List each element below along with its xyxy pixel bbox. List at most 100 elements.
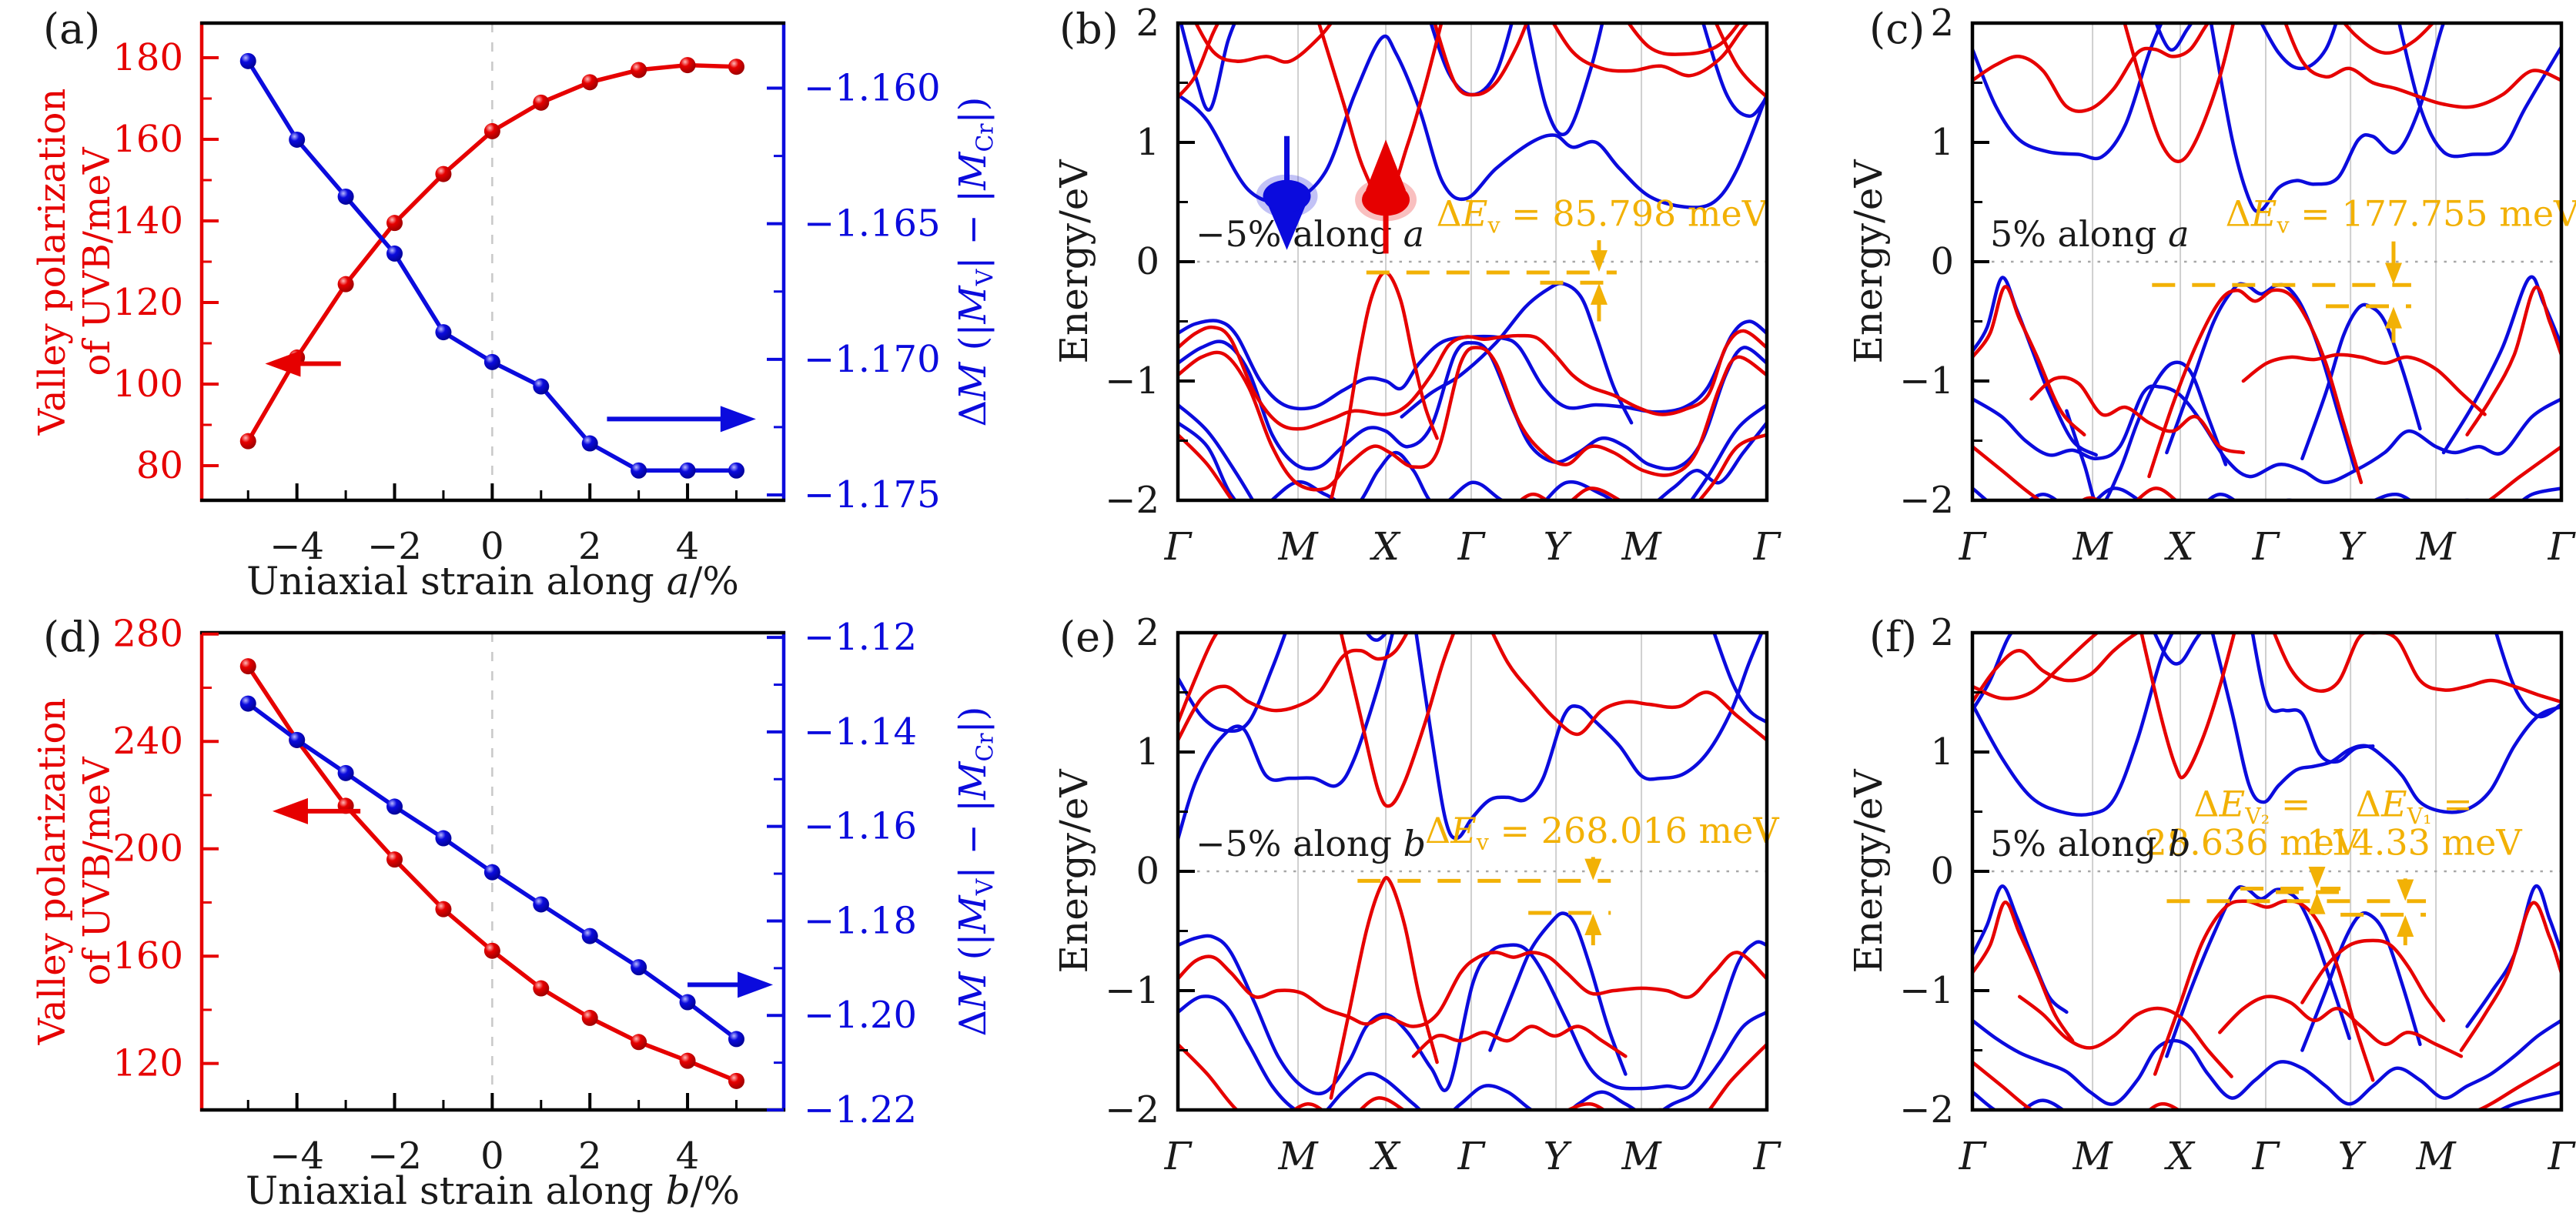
band-blue [1972,486,2561,500]
left-axis-title-line1: Valley polarization [31,89,74,436]
left-tick-label: 160 [112,934,183,978]
panel-c: ΔEv = 177.755 meV 5% along a 2 1 0 −1 −2 Energy… [1846,2,2576,569]
band-blue [1364,633,1388,642]
spin-up-arrow-head [1366,139,1407,191]
energy-axis-title: Energy/eV [1052,159,1096,364]
k-point-label: M [1277,524,1319,569]
band-red [1178,346,1767,492]
data-point-valley-polarization-a [631,62,647,79]
band-red [1178,325,1767,431]
energy-tick-label: −2 [1899,479,1954,522]
band-red [1329,876,1439,1100]
spin-down-arrow-head [1266,202,1307,250]
energy-axis-title: Energy/eV [1846,159,1891,364]
energy-tick-label: 1 [1930,730,1954,774]
k-point-label: M [2415,524,2457,569]
left-tick-label: 160 [112,118,183,161]
k-point-label: M [2072,1134,2113,1178]
k-point-label: M [2072,524,2113,569]
k-point-label: Γ [1457,524,1487,569]
k-point-label: Γ [2252,1134,2281,1178]
right-axis-title: ΔM (|MV| − |MCr|) [952,97,999,427]
spin-marker-ellipse [1362,183,1410,216]
left-tick-label: 200 [112,827,183,871]
k-point-label: Y [2338,524,2367,569]
band-blue [2209,23,2446,213]
gap-arrow-head [2397,915,2414,938]
left-tick-label: 100 [112,363,183,406]
energy-tick-label: 1 [1136,730,1159,774]
gap-arrow-head [2308,892,2326,914]
data-point-delta-m-b [581,928,598,944]
bands-c [1972,23,2561,500]
blue-axis-arrow-head [720,406,756,433]
band-red [1178,951,1767,1028]
band-red [1490,633,1767,742]
band-blue [2165,282,2357,473]
right-tick-label: −1.170 [804,338,941,381]
band-blue [1525,23,1604,136]
gap-arrow-head [1590,282,1607,305]
right-tick-label: −1.175 [804,473,941,516]
left-tick-label: 120 [112,281,183,324]
data-point-valley-polarization-a [239,433,256,450]
gap-arrow-head [1584,914,1602,936]
data-point-valley-polarization-a [533,94,550,111]
band-blue [1488,911,1628,1076]
gap-annotation: ΔEv = 85.798 meV [1437,193,1768,239]
x-tick-label: 0 [480,1135,504,1178]
left-tick-label: 80 [136,444,183,487]
k-point-label: X [1369,1134,1401,1178]
right-tick-label: −1.18 [804,899,917,942]
band-blue [1178,421,1767,500]
band-red [2459,901,2561,1052]
band-blue [1972,384,2561,485]
gap-arrow-head [1584,858,1602,881]
data-point-valley-polarization-a [581,74,598,91]
band-red [2283,23,2561,109]
data-point-delta-m-a [728,462,744,479]
k-point-label: Y [1544,1134,1572,1178]
x-tick-label: 4 [676,525,700,568]
strain-label: 5% along a [1990,213,2190,255]
k-point-label: Γ [2252,524,2281,569]
data-point-delta-m-a [483,353,500,370]
band-red [1178,633,1219,724]
panel-letter-c: (c) [1869,5,1925,53]
right-tick-label: −1.14 [804,710,917,754]
bands-f [1972,633,2561,1110]
data-point-delta-m-a [386,245,403,262]
band-red [2241,353,2487,416]
data-point-valley-polarization-a [728,58,744,75]
gap-arrow-head [1590,250,1607,272]
data-point-delta-m-a [239,52,256,69]
band-red [1714,23,1767,99]
k-point-label: Γ [1164,1134,1193,1178]
energy-axis-title: Energy/eV [1052,769,1096,974]
energy-tick-label: 1 [1930,121,1954,164]
band-blue [1179,23,1237,112]
data-point-delta-m-b [289,731,306,748]
panel-letter-b: (b) [1059,5,1119,53]
data-point-delta-m-b [435,830,452,847]
gap-annotation: ΔEv = 177.755 meV [2226,193,2576,239]
strain-label: −5% along b [1196,823,1426,864]
energy-tick-label: −2 [1899,1088,1954,1131]
band-red [1972,633,2100,700]
band-red [2218,994,2464,1058]
energy-tick-label: 1 [1136,121,1159,164]
k-point-label: Y [1544,524,1572,569]
data-point-delta-m-b [337,764,354,781]
panel-a: 180 160 140 120 100 80 −1.160 −1.165 −1.170 −1.17… [31,5,999,603]
band-red [2272,633,2561,704]
data-point-delta-m-b [239,695,256,712]
x-tick-label: 2 [578,1135,602,1178]
left-axis-title-line1: Valley polarization [31,698,74,1046]
band-blue [1712,633,1767,724]
right-tick-label: −1.22 [804,1088,917,1131]
data-point-delta-m-a [533,378,550,395]
band-blue [1178,633,1395,841]
data-point-valley-polarization-a [483,122,500,139]
left-tick-label: 120 [112,1042,183,1085]
